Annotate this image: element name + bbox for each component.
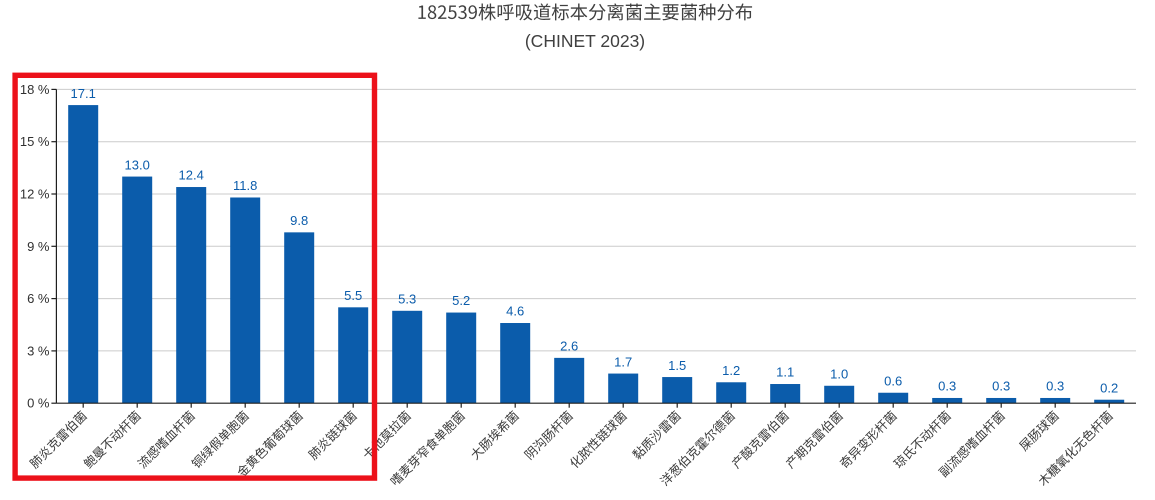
svg-text:11.8: 11.8 <box>233 178 257 193</box>
svg-text:0.6: 0.6 <box>884 373 902 388</box>
svg-text:1.1: 1.1 <box>776 365 794 380</box>
svg-text:15 %: 15 % <box>20 134 50 149</box>
svg-text:9 %: 9 % <box>27 239 50 254</box>
svg-text:1.2: 1.2 <box>722 363 740 378</box>
svg-text:0.3: 0.3 <box>1046 379 1064 394</box>
svg-text:13.0: 13.0 <box>125 157 150 172</box>
svg-text:18 %: 18 % <box>20 82 50 97</box>
svg-text:5.2: 5.2 <box>452 293 470 308</box>
svg-text:1.5: 1.5 <box>668 358 686 373</box>
svg-text:1.0: 1.0 <box>830 367 848 382</box>
svg-text:2.6: 2.6 <box>560 339 578 354</box>
svg-text:(CHINET 2023): (CHINET 2023) <box>525 31 645 51</box>
svg-text:0.3: 0.3 <box>992 379 1010 394</box>
svg-text:17.1: 17.1 <box>71 86 96 101</box>
svg-text:0.3: 0.3 <box>938 379 956 394</box>
svg-text:0 %: 0 % <box>27 396 50 411</box>
svg-text:6 %: 6 % <box>27 291 50 306</box>
svg-text:12.4: 12.4 <box>179 168 204 183</box>
svg-text:5.3: 5.3 <box>398 292 416 307</box>
svg-text:9.8: 9.8 <box>290 213 308 228</box>
svg-text:0.2: 0.2 <box>1100 380 1118 395</box>
svg-text:12 %: 12 % <box>20 187 50 202</box>
svg-text:5.5: 5.5 <box>344 288 362 303</box>
svg-text:4.6: 4.6 <box>506 304 524 319</box>
svg-text:1.7: 1.7 <box>614 354 632 369</box>
svg-text:3 %: 3 % <box>27 343 50 358</box>
